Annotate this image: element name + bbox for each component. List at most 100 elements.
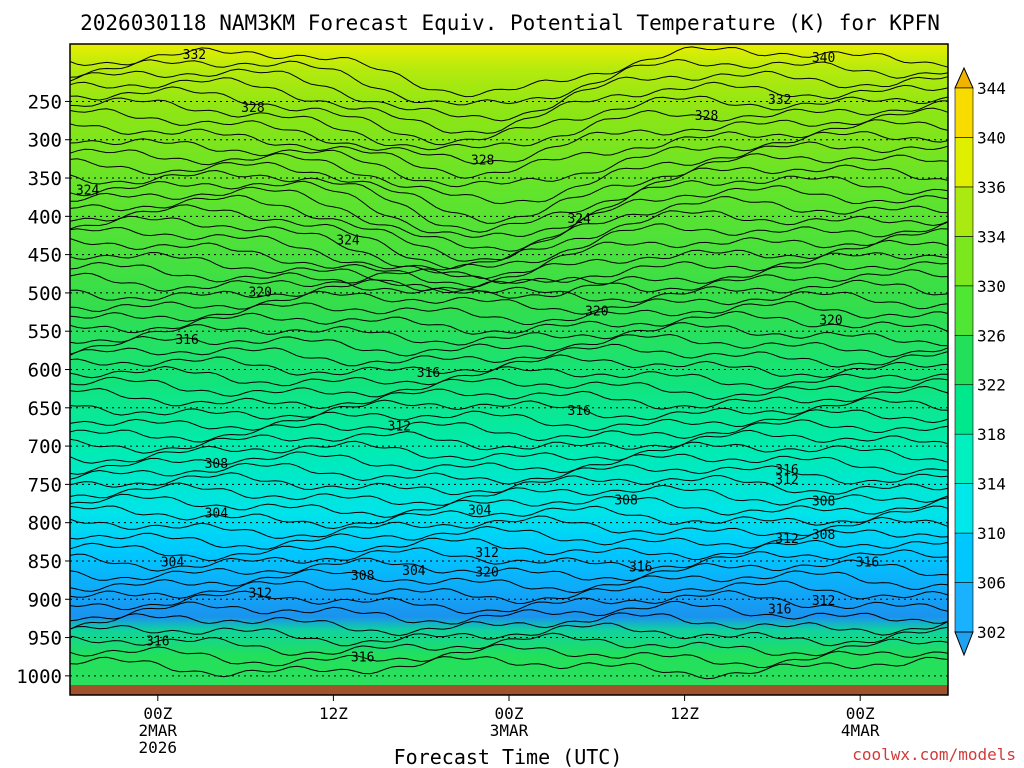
contour-label-text: 316 [768,602,791,617]
colorbar-label: 336 [977,178,1006,197]
contour-line [69,97,948,151]
contour-line [69,194,949,262]
contour-line [69,505,949,530]
contour-label: 316 [175,333,198,348]
y-tick-label: 950 [28,628,62,650]
contour-line [69,409,949,431]
contour-line [69,58,949,106]
x-tick-label: 4MAR [841,721,880,740]
contour-line [69,153,949,224]
contour-label: 324 [336,233,360,248]
y-tick-label: 700 [28,436,62,458]
contour-label: 304 [205,507,229,522]
contour-line [69,333,949,358]
contour-line [69,354,949,379]
grid-lines [69,43,949,696]
contour-line [69,131,949,188]
contour-label-text: 328 [695,109,718,124]
contour-label-text: 308 [812,494,835,509]
contour-label: 320 [819,314,842,329]
y-tick-label: 1000 [16,666,62,688]
contour-line [69,600,949,625]
contour-label-text: 308 [812,528,835,543]
colorbar-label: 306 [977,574,1006,593]
contour-label-text: 332 [768,93,791,108]
contour-line [69,290,949,315]
contour-label: 316 [351,651,374,666]
contour-label: 312 [248,586,271,601]
contour-line [69,557,949,582]
contour-label-text: 312 [775,473,798,488]
contour-label-text: 316 [775,463,798,478]
contour-line [69,493,949,518]
x-tick-label: 00Z [495,704,524,723]
contour-label: 304 [402,564,426,579]
x-tick-label: 12Z [670,704,699,723]
colorbar-label: 302 [977,623,1006,642]
contour-label-text: 340 [812,51,835,66]
contour-line [69,322,949,347]
contour-line [69,656,949,680]
contour-label: 332 [768,93,791,108]
contour-label: 304 [161,556,185,571]
contour-line [69,515,949,539]
colorbar-segment [954,87,974,138]
credit-text: coolwx.com/models [852,745,1016,764]
contour-label: 312 [475,546,498,561]
contour-label: 312 [812,594,835,609]
contour-line [69,385,949,410]
contour-label: 312 [775,532,798,547]
contour-line [69,310,949,335]
contour-line [69,622,949,647]
contour-label: 308 [812,494,835,509]
y-tick-label: 900 [28,589,62,611]
contour-line [69,46,949,98]
colorbar-label: 310 [977,524,1006,543]
contour-label-text: 304 [468,504,492,519]
x-tick-label: 12Z [319,704,348,723]
contour-label-text: 316 [146,635,169,650]
contour-label-text: 328 [471,154,494,169]
contour-label-text: 320 [585,305,608,320]
colorbar-arrow-bottom [954,631,974,657]
contour-label: 312 [388,419,411,434]
contour-label-text: 312 [812,594,835,609]
colorbar-segment [954,582,974,633]
contour-line [69,300,949,326]
contour-line [69,590,949,615]
y-tick-label: 300 [28,130,62,152]
contour-line [69,119,949,179]
colorbar-label: 330 [977,277,1006,296]
contour-label: 316 [629,560,652,575]
y-tick-label: 850 [28,551,62,573]
contour-label: 324 [76,184,100,199]
colorbar: 302 306 310 314 318 322 326 330 334 336 340 344 [954,66,1006,657]
contour-line [69,612,949,637]
contour-label: 304 [468,504,492,519]
contour-line [69,537,949,562]
contour-label-text: 304 [205,507,229,522]
contour-label-text: 312 [475,546,498,561]
y-tick-label: 750 [28,474,62,496]
ground-strip [70,685,948,695]
contour-label: 316 [146,635,169,650]
contour-line [69,86,949,146]
contour-label: 328 [471,154,494,169]
contour-label-text: 312 [248,586,271,601]
contour-label-text: 308 [614,494,637,509]
y-tick-label: 650 [28,398,62,420]
contour-label: 328 [241,101,264,116]
contour-label-text: 320 [475,566,498,581]
contour-line [69,440,949,464]
x-tick-label: 3MAR [490,721,529,740]
contour-line [69,261,949,299]
y-axis: 250 300 350 400 450 500 550 600 650 700 750 800 850 9… [16,91,70,688]
contour-label-text: 324 [76,184,100,199]
contour-line [69,107,949,165]
colorbar-label: 340 [977,128,1006,147]
contour-label-text: 320 [819,314,842,329]
contour-label: 316 [567,404,590,419]
colorbar-segment [954,186,974,237]
contour-label: 320 [248,285,271,300]
